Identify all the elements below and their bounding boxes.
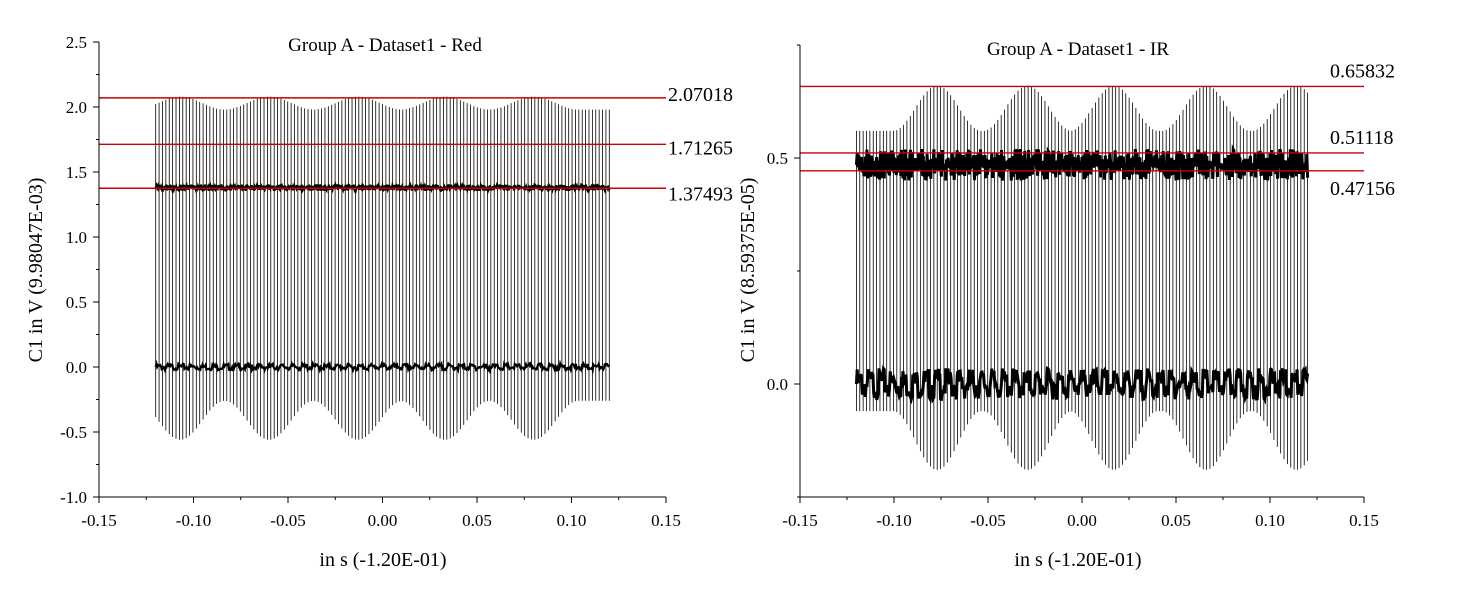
reference-line-label: 1.37493 [668,183,733,205]
chart-left: Group A - Dataset1 - Red in s (-1.20E-01… [25,33,733,571]
chart-left-traces [154,96,611,440]
chart-left-ylabel: C1 in V (9.98047E-03) [25,178,47,363]
chart-right: Group A - Dataset1 - IR in s (-1.20E-01)… [737,39,1395,571]
chart-right-axes: -0.15 -0.10 -0.05 0.00 0.05 0.10 0.15 0.0 0.5 [767,44,1379,530]
x-tick-label: 0.15 [651,511,681,530]
y-tick-label: 0.5 [66,293,87,312]
y-tick-label: 0.0 [767,375,788,394]
reference-line-label: 0.47156 [1330,178,1395,200]
reference-line-label: 1.71265 [668,137,733,159]
plateau-band [154,180,611,195]
x-tick-label: -0.05 [970,511,1005,530]
y-tick-label: 1.0 [66,228,87,247]
chart-right-reference-lines: 0.65832 0.51118 0.47156 [800,60,1395,200]
x-tick-label: 0.00 [368,511,398,530]
x-tick-label: 0.10 [557,511,587,530]
x-tick-label: 0.15 [1349,511,1379,530]
x-tick-label: 0.00 [1067,511,1097,530]
x-tick-label: -0.15 [81,511,116,530]
x-tick-label: -0.05 [270,511,305,530]
x-tick-label: -0.15 [782,511,817,530]
reference-line-label: 0.65832 [1330,60,1395,82]
chart-right-xlabel: in s (-1.20E-01) [1014,549,1141,571]
plateau-band [854,144,1310,181]
y-tick-label: 2.5 [66,33,87,52]
y-tick-label: 0.5 [767,149,788,168]
x-tick-label: 0.05 [462,511,492,530]
x-tick-label: -0.10 [876,511,911,530]
chart-left-title: Group A - Dataset1 - Red [288,35,482,56]
y-tick-label: -1.0 [60,488,87,507]
baseline-band [854,364,1310,405]
y-tick-label: 0.0 [66,358,87,377]
x-tick-label: -0.10 [176,511,211,530]
chart-left-axes: -0.15 -0.10 -0.05 0.00 0.05 0.10 0.15 -1.0 -0.5 0… [60,33,681,530]
y-tick-label: 2.0 [66,98,87,117]
chart-left-reference-lines: 2.07018 1.71265 1.37493 [99,84,733,205]
reference-line-label: 0.51118 [1330,127,1394,149]
reference-line-label: 2.07018 [668,84,733,106]
chart-left-xlabel: in s (-1.20E-01) [319,549,446,571]
chart-right-ylabel: C1 in V (8.59375E-05) [737,178,759,363]
baseline-band [154,359,611,375]
y-tick-label: -0.5 [60,423,87,442]
chart-right-title: Group A - Dataset1 - IR [987,39,1169,60]
chart-right-traces [854,85,1310,470]
y-tick-label: 1.5 [66,163,87,182]
x-tick-label: 0.10 [1255,511,1285,530]
x-tick-label: 0.05 [1161,511,1191,530]
